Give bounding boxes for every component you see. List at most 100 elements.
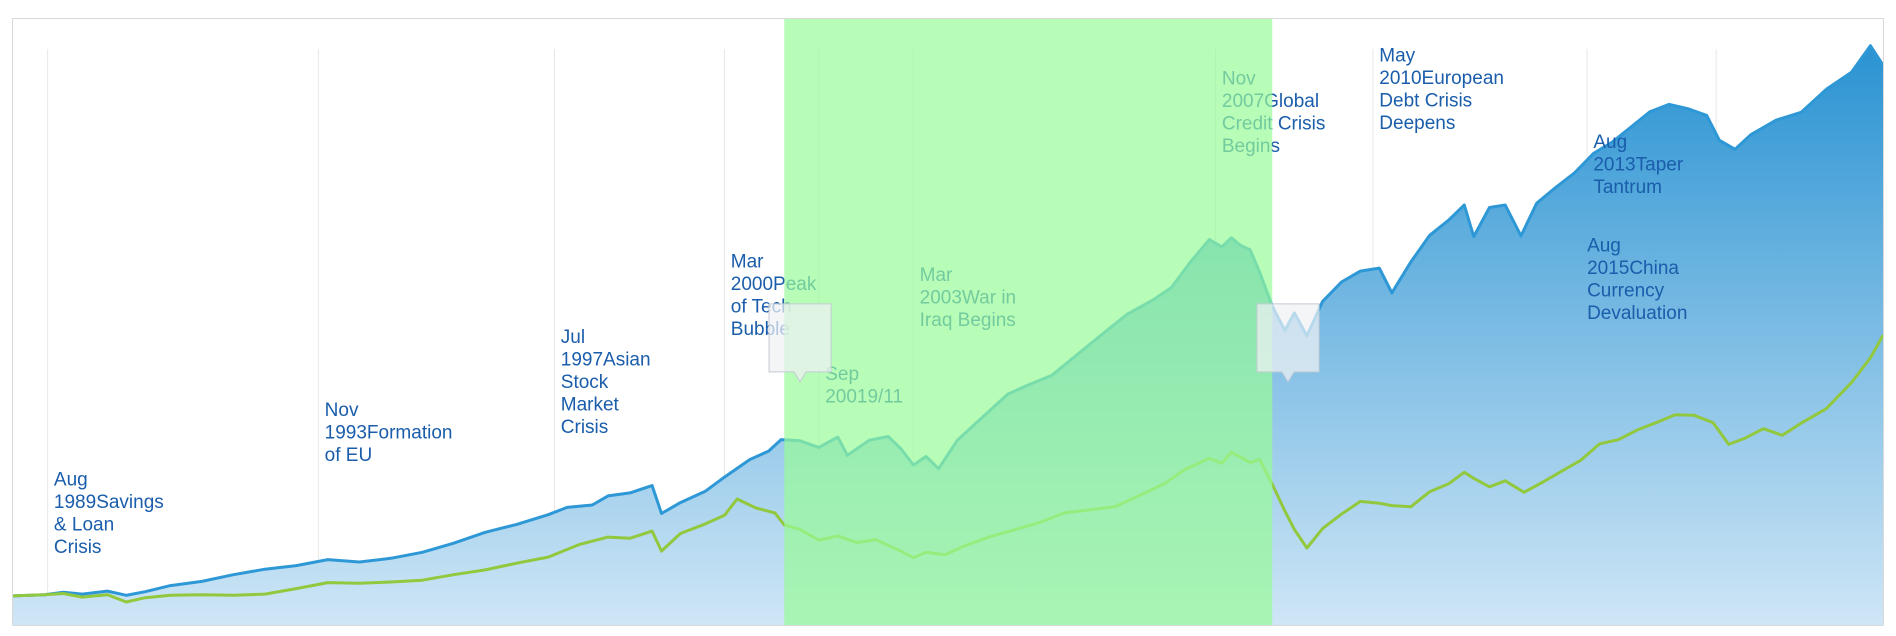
event-annotation-line: of EU [325, 445, 373, 466]
event-annotation-line: 2013Taper [1593, 155, 1683, 176]
event-annotation: Aug 1989Savings & Loan Crisis [54, 470, 164, 559]
event-annotation-line: 1993Formation [325, 422, 453, 443]
event-annotation-line: Aug [1587, 236, 1621, 257]
line-series-point [1882, 334, 1883, 337]
line-series-point [547, 556, 549, 558]
line-series-point [723, 514, 726, 517]
area-series-point [651, 484, 653, 487]
area-series-point [660, 512, 663, 515]
line-series-point [1523, 491, 1525, 494]
area-series-point [1592, 152, 1595, 155]
line-series-point [515, 562, 518, 564]
event-flag-marker [768, 303, 832, 383]
area-series-point [1869, 44, 1872, 47]
line-series-point [358, 582, 361, 584]
chart-frame: Aug 1989Savings & Loan Crisis Nov 1993Formati… [12, 18, 1884, 626]
line-series-point [125, 601, 128, 603]
line-series-point [295, 587, 298, 590]
area-series-point [232, 573, 235, 576]
area-series-point [201, 580, 203, 583]
area-series-point [1687, 107, 1689, 110]
area-series-point [1463, 204, 1466, 206]
area-series-point [1882, 64, 1883, 66]
area-series-point [1649, 110, 1651, 113]
area-series-point [767, 450, 770, 452]
area-series-point [748, 458, 751, 461]
event-annotation: Aug 2013Taper Tantrum [1593, 132, 1683, 198]
line-series-point [1293, 528, 1296, 531]
event-annotation-line: 1989Savings [54, 492, 164, 513]
area-series-point [547, 513, 549, 516]
event-annotation-line: Devaluation [1587, 303, 1687, 324]
area-series-point [1359, 270, 1362, 272]
line-series-point [81, 596, 84, 598]
line-series-point [1284, 510, 1286, 512]
line-series-point [1712, 421, 1714, 424]
area-series-point [1428, 234, 1431, 237]
line-series-point [484, 569, 487, 571]
event-annotation-line: Stock [561, 372, 609, 393]
event-annotation-line: & Loan [54, 515, 114, 536]
line-series-point [1655, 421, 1658, 424]
line-series-point [452, 573, 455, 576]
line-series-point [1825, 407, 1828, 410]
chart-canvas: Aug 1989Savings & Loan Crisis Nov 1993Formati… [13, 19, 1883, 625]
area-series-point [1391, 292, 1393, 294]
area-series-point [1734, 148, 1736, 151]
area-series-point [1825, 88, 1828, 91]
event-annotation: Aug 2015China Currency Devaluation [1587, 236, 1687, 324]
line-series-point [1781, 434, 1784, 437]
line-series-point [1693, 414, 1695, 417]
area-series-point [1409, 261, 1412, 263]
line-series-point [1340, 513, 1343, 515]
area-series-point [1554, 186, 1557, 189]
area-series-point [484, 531, 487, 534]
line-series-point [1321, 527, 1324, 530]
area-series-point [1668, 103, 1670, 106]
area-series-point [327, 558, 329, 561]
event-annotation: Nov 1993Formation of EU [325, 400, 453, 466]
event-flag-marker [1256, 303, 1320, 383]
event-annotation-line: 1997Asian [561, 350, 651, 371]
area-series-point [1488, 206, 1491, 209]
event-annotation-line: Deepens [1379, 113, 1455, 134]
event-annotation: Jul 1997Asian Stock Market Crisis [561, 327, 651, 438]
area-series-point [515, 523, 518, 526]
area-series-point [704, 490, 707, 492]
line-series-point [1762, 427, 1765, 430]
line-series-point [1447, 483, 1450, 485]
line-series-point [169, 594, 172, 597]
event-annotation-line: Nov [325, 400, 359, 421]
line-series-point [1428, 490, 1431, 493]
event-annotation-line: 2015China [1587, 258, 1679, 279]
area-series-point [780, 438, 782, 441]
area-series-point [723, 476, 726, 478]
area-series-point [1573, 172, 1576, 174]
event-annotation-line: Jul [561, 327, 585, 348]
line-series-point [704, 522, 707, 525]
line-series-point [578, 543, 581, 546]
area-series-point [295, 564, 298, 567]
line-series-point [201, 593, 203, 596]
area-series-point [169, 584, 172, 587]
area-series-point [144, 590, 147, 593]
line-series-point [106, 593, 109, 596]
line-series-point [1463, 471, 1466, 474]
event-annotation-line: May [1379, 45, 1415, 66]
area-series-point [1520, 235, 1522, 237]
event-annotation-line: Mar [731, 251, 764, 272]
area-series-point [106, 590, 109, 592]
line-series-point [1306, 547, 1308, 549]
event-annotation-line: 2010European [1379, 68, 1504, 89]
line-series-point [389, 581, 392, 583]
line-series-point [144, 596, 147, 599]
area-series-point [1705, 114, 1708, 117]
line-series-point [1561, 470, 1563, 472]
event-annotation-line: Debt Crisis [1379, 90, 1472, 111]
line-series-point [607, 536, 609, 538]
area-series-point [629, 492, 631, 494]
area-series-point [389, 557, 392, 560]
event-annotation-line: Tantrum [1593, 177, 1662, 198]
area-series-point [1378, 267, 1381, 269]
event-annotation-line: Currency [1587, 281, 1665, 302]
